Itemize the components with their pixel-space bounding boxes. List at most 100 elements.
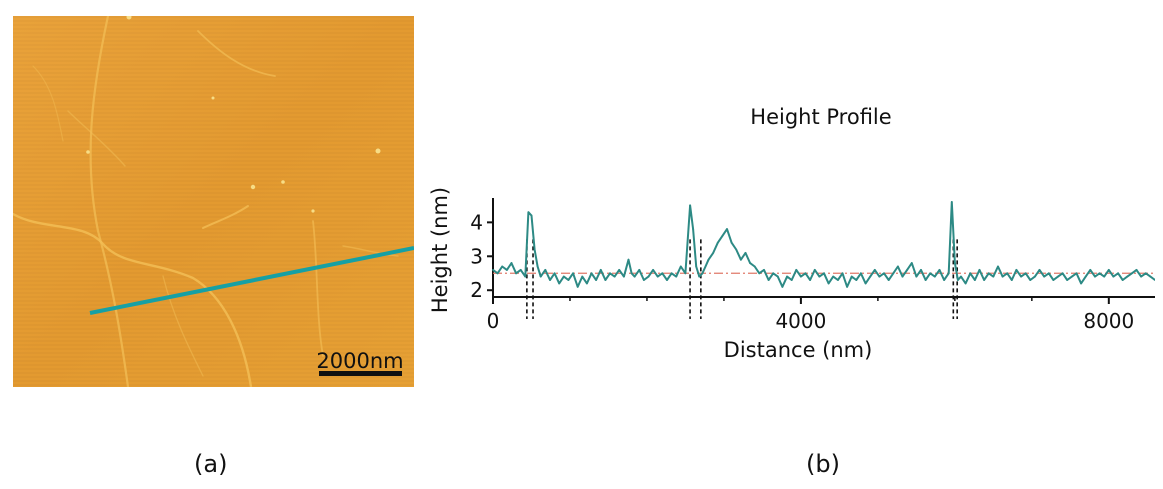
- data-point: [887, 279, 890, 281]
- data-point: [698, 275, 701, 278]
- x-tick-label: 4000: [775, 309, 826, 333]
- fibril: [32, 65, 64, 142]
- fibril: [67, 110, 126, 167]
- data-point: [910, 262, 913, 264]
- data-point: [716, 241, 719, 244]
- data-point: [809, 279, 812, 281]
- series-line: [492, 201, 1155, 288]
- data-point: [953, 262, 956, 264]
- data-point: [1061, 272, 1064, 275]
- data-point: [1075, 272, 1078, 275]
- data-point: [501, 265, 504, 268]
- data-point: [530, 214, 533, 217]
- data-point: [1020, 275, 1022, 278]
- data-point: [1131, 272, 1133, 275]
- particle: [311, 209, 315, 213]
- data-point: [647, 275, 650, 278]
- particle: [211, 96, 215, 100]
- afm-particles: [86, 16, 381, 213]
- fibril: [197, 30, 276, 77]
- scale-bar-label: 2000nm: [316, 349, 403, 373]
- data-point: [666, 279, 668, 281]
- data-point: [1107, 268, 1110, 271]
- data-point: [776, 275, 779, 278]
- height-profile-chart: Height Profile Height (nm) Distance (nm)…: [428, 105, 1155, 362]
- data-point: [823, 272, 825, 275]
- data-point: [1034, 275, 1036, 278]
- data-point: [701, 272, 704, 275]
- data-point: [744, 251, 747, 254]
- afm-fibrils: [13, 16, 399, 387]
- data-point: [661, 272, 664, 275]
- data-point: [1140, 275, 1143, 278]
- data-point: [924, 279, 927, 281]
- data-point: [938, 268, 941, 271]
- data-point: [947, 272, 950, 275]
- data-point: [704, 265, 707, 268]
- data-point: [712, 251, 715, 254]
- data-point: [675, 275, 678, 278]
- particle: [86, 150, 90, 154]
- fibril: [162, 275, 204, 377]
- data-point: [515, 272, 517, 275]
- data-point: [772, 272, 775, 275]
- particle: [250, 184, 256, 190]
- data-point: [1024, 272, 1027, 275]
- data-point: [1126, 275, 1129, 278]
- y-tick-label: 4: [470, 210, 483, 234]
- data-point: [950, 201, 953, 203]
- panel-label-b: (b): [806, 450, 840, 478]
- data-point: [933, 275, 936, 278]
- data-point: [758, 272, 761, 275]
- data-point: [739, 258, 742, 261]
- fibril: [312, 220, 324, 357]
- data-point: [1089, 268, 1092, 271]
- data-point: [753, 265, 756, 268]
- fibril: [202, 205, 249, 229]
- data-point: [630, 272, 633, 275]
- data-point: [1084, 275, 1087, 278]
- data-point: [618, 268, 621, 271]
- data-point: [1121, 279, 1124, 281]
- data-point: [964, 282, 967, 285]
- data-point: [883, 272, 885, 275]
- data-point: [1154, 279, 1155, 281]
- data-point: [1001, 275, 1004, 278]
- data-point: [1149, 275, 1152, 278]
- data-point: [533, 248, 536, 251]
- data-point: [692, 228, 695, 231]
- data-point: [652, 268, 655, 271]
- data-point: [1103, 275, 1106, 278]
- data-point: [749, 262, 752, 264]
- data-point: [622, 275, 625, 278]
- data-point: [539, 275, 542, 278]
- data-point: [869, 275, 872, 278]
- data-point: [1066, 279, 1069, 281]
- data-point: [670, 272, 673, 275]
- data-point: [804, 272, 807, 275]
- chart-title: Height Profile: [750, 105, 891, 129]
- data-point: [510, 262, 513, 264]
- scale-bar: [319, 371, 402, 376]
- data-point: [553, 272, 556, 275]
- data-point: [813, 268, 816, 271]
- afm-image-canvas: 2000nm: [13, 16, 414, 387]
- data-point: [846, 285, 848, 288]
- data-point: [878, 275, 881, 278]
- data-point: [860, 272, 862, 275]
- data-point: [790, 279, 793, 281]
- y-tick-label: 3: [470, 244, 483, 268]
- y-axis-label: Height (nm): [428, 187, 452, 313]
- data-point: [915, 275, 918, 278]
- data-point: [901, 275, 904, 278]
- data-point: [590, 272, 593, 275]
- data-point: [656, 275, 659, 278]
- data-point: [567, 279, 570, 281]
- data-point: [943, 279, 945, 281]
- data-point: [1043, 275, 1046, 278]
- data-point: [536, 265, 539, 268]
- data-point: [576, 285, 579, 288]
- data-point: [496, 272, 499, 275]
- data-point: [558, 282, 561, 285]
- data-point: [492, 268, 494, 271]
